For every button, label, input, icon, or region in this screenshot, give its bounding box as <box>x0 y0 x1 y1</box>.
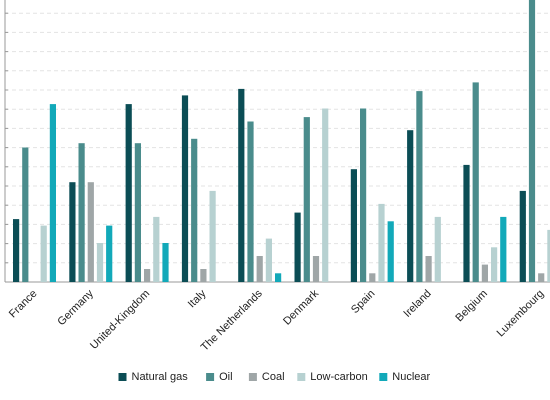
legend-label-low-carbon: Low-carbon <box>310 371 367 383</box>
bar-low-carbon-italy <box>209 190 216 282</box>
bar-low-carbon-luxembourg <box>547 229 550 282</box>
bar-low-carbon-france <box>40 225 47 282</box>
legend-label-nuclear: Nuclear <box>392 371 430 383</box>
x-tick-label: Germany <box>55 287 96 328</box>
bar-natural-gas-belgium <box>463 164 470 282</box>
bar-oil-germany <box>78 143 85 282</box>
bar-natural-gas-ireland <box>407 130 414 282</box>
bar-coal-ireland <box>425 256 432 282</box>
bar-low-carbon-belgium <box>491 247 498 282</box>
bar-coal-united-kingdom <box>144 269 151 282</box>
bar-nuclear-united-kingdom <box>162 243 169 282</box>
legend-swatch-nuclear <box>379 373 388 381</box>
x-tick-label: Belgium <box>453 288 490 325</box>
bar-nuclear-germany <box>106 225 113 282</box>
legend-swatch-natural-gas <box>118 373 127 381</box>
bar-nuclear-belgium <box>500 216 507 282</box>
bar-coal-denmark <box>312 256 320 282</box>
bar-natural-gas-france <box>13 219 20 282</box>
legend-item-oil: Oil <box>206 371 233 383</box>
x-tick-label: France <box>7 288 40 321</box>
bar-coal-germany <box>87 182 94 282</box>
x-tick-label: Denmark <box>281 287 321 327</box>
legend-item-nuclear: Nuclear <box>379 371 431 383</box>
bar-natural-gas-united-kingdom <box>125 104 132 282</box>
bar-nuclear-the-netherlands <box>275 273 282 282</box>
x-tick-label: The Netherlands <box>199 287 265 353</box>
bar-coal-italy <box>200 269 207 282</box>
bar-low-carbon-united-kingdom <box>153 216 160 282</box>
bar-oil-the-netherlands <box>247 121 254 282</box>
legend: Natural gas Oil Coal Low-carbon Nuclear <box>118 371 431 383</box>
bar-nuclear-france <box>49 104 56 282</box>
bar-natural-gas-denmark <box>294 212 301 282</box>
bar-coal-the-netherlands <box>256 256 263 282</box>
bar-low-carbon-spain <box>378 203 385 282</box>
bar-coal-luxembourg <box>538 273 545 282</box>
bar-oil-luxembourg <box>528 0 536 282</box>
legend-swatch-oil <box>206 373 215 381</box>
legend-swatch-coal <box>248 373 257 381</box>
bar-natural-gas-the-netherlands <box>238 88 245 283</box>
x-tick-label: United-Kingdom <box>88 288 152 352</box>
bars <box>13 0 550 283</box>
legend-swatch-low-carbon <box>297 373 306 381</box>
x-tick-label: Spain <box>349 288 377 316</box>
bar-low-carbon-the-netherlands <box>265 238 272 282</box>
bar-oil-united-kingdom <box>134 143 141 282</box>
bar-low-carbon-ireland <box>434 216 441 282</box>
legend-label-oil: Oil <box>219 371 232 383</box>
bar-natural-gas-italy <box>181 95 189 283</box>
x-tick-label: Italy <box>186 287 209 310</box>
bar-oil-spain <box>360 108 367 282</box>
bar-nuclear-spain <box>387 221 394 282</box>
bar-oil-belgium <box>472 82 479 283</box>
x-tick-label: Luxembourg <box>495 288 547 340</box>
legend-item-natural-gas: Natural gas <box>118 371 189 383</box>
bar-oil-ireland <box>416 91 423 282</box>
bar-low-carbon-germany <box>96 243 104 282</box>
bar-oil-france <box>22 147 29 282</box>
legend-label-natural-gas: Natural gas <box>132 371 189 383</box>
bar-natural-gas-spain <box>350 169 357 282</box>
legend-label-coal: Coal <box>262 371 285 383</box>
x-tick-label: Ireland <box>401 288 433 320</box>
bar-coal-belgium <box>481 264 488 282</box>
bar-natural-gas-germany <box>69 182 76 282</box>
bar-natural-gas-luxembourg <box>519 190 526 282</box>
bar-low-carbon-denmark <box>322 108 329 282</box>
legend-item-low-carbon: Low-carbon <box>297 371 368 383</box>
bar-coal-spain <box>369 273 376 282</box>
bar-oil-denmark <box>303 117 310 282</box>
legend-item-coal: Coal <box>248 371 285 383</box>
bar-oil-italy <box>191 138 198 282</box>
